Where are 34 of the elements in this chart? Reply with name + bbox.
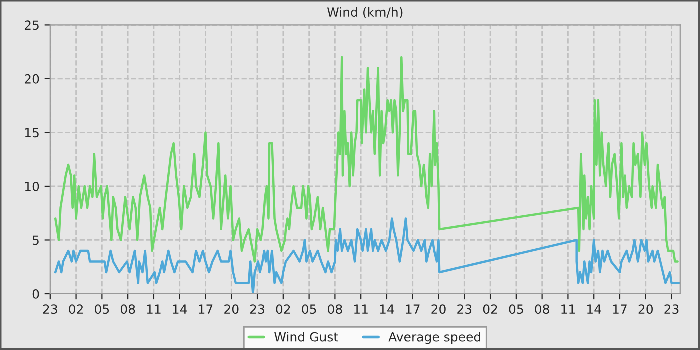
x-tick-label: 02 bbox=[276, 304, 290, 314]
x-tick-label: 20 bbox=[638, 304, 653, 314]
x-tick-label: 11 bbox=[147, 304, 161, 314]
x-tick-label: 20 bbox=[432, 304, 446, 314]
x-tick-label: 05 bbox=[302, 304, 316, 314]
x-tick-label: 05 bbox=[95, 304, 110, 314]
y-tick-label: 10 bbox=[25, 182, 40, 192]
x-tick-label: 02 bbox=[69, 304, 83, 314]
y-tick-label: 15 bbox=[25, 128, 39, 138]
x-tick-label: 23 bbox=[664, 304, 679, 314]
x-tick-label: 17 bbox=[406, 304, 420, 314]
x-tick-label: 11 bbox=[562, 304, 576, 314]
legend-label: Wind Gust bbox=[274, 332, 338, 342]
chart-title: Wind (km/h) bbox=[327, 7, 403, 19]
x-tick-label: 08 bbox=[120, 304, 136, 314]
x-tick-label: 02 bbox=[483, 304, 498, 314]
x-tick-label: 23 bbox=[43, 304, 58, 314]
x-tick-label: 17 bbox=[613, 304, 627, 314]
y-tick-label: 5 bbox=[32, 236, 39, 246]
x-tick-label: 23 bbox=[458, 304, 472, 314]
x-tick-label: 14 bbox=[380, 304, 394, 314]
x-tick-label: 14 bbox=[588, 304, 602, 314]
x-tick-label: 05 bbox=[509, 304, 524, 314]
x-tick-label: 08 bbox=[328, 304, 342, 314]
x-tick-label: 08 bbox=[535, 304, 550, 314]
y-tick-label: 20 bbox=[24, 74, 40, 84]
legend-label: Average speed bbox=[388, 332, 480, 344]
y-tick-label: 0 bbox=[32, 289, 40, 299]
y-tick-label: 25 bbox=[24, 20, 39, 30]
x-tick-label: 20 bbox=[224, 304, 239, 314]
x-tick-label: 11 bbox=[354, 304, 368, 314]
x-tick-label: 14 bbox=[173, 304, 188, 314]
x-tick-label: 17 bbox=[199, 304, 213, 314]
x-tick-label: 23 bbox=[250, 304, 264, 314]
